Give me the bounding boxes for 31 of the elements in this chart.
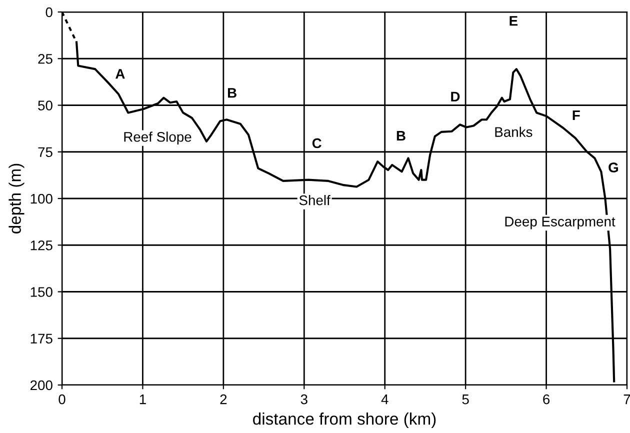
annotation: Reef Slope xyxy=(124,132,192,145)
y-tick-label: 150 xyxy=(30,287,52,297)
annotation: Shelf xyxy=(299,195,330,206)
x-tick-label: 4 xyxy=(381,394,388,404)
annotation: D xyxy=(451,92,460,102)
annotation: B xyxy=(228,88,236,98)
y-tick-label: 100 xyxy=(30,194,52,204)
y-tick-label: 25 xyxy=(38,54,52,64)
x-tick-label: 6 xyxy=(543,394,550,404)
annotation: E xyxy=(510,16,518,26)
y-tick-label: 175 xyxy=(30,334,52,344)
x-tick-label: 7 xyxy=(624,394,630,404)
annotation: B xyxy=(396,130,406,141)
y-tick-label: 200 xyxy=(30,380,52,390)
y-tick-label: 0 xyxy=(46,7,52,18)
annotation: C xyxy=(312,138,322,148)
annotation: F xyxy=(572,110,580,120)
annotation: Deep Escarpment xyxy=(505,216,616,230)
x-axis-title: distance from shore (km) xyxy=(253,412,436,428)
annotation: A xyxy=(116,69,125,79)
y-tick-label: 50 xyxy=(38,100,52,110)
x-tick-label: 0 xyxy=(58,394,66,404)
x-tick-label: 5 xyxy=(462,394,469,404)
annotation: G xyxy=(608,162,618,172)
y-axis-title: depth (m) xyxy=(8,164,24,234)
x-tick-label: 3 xyxy=(300,394,308,404)
annotation: Banks xyxy=(495,126,532,137)
x-tick-label: 2 xyxy=(220,394,227,404)
y-tick-label: 75 xyxy=(38,147,52,158)
x-tick-label: 1 xyxy=(140,394,146,404)
y-tick-label: 125 xyxy=(30,240,52,250)
